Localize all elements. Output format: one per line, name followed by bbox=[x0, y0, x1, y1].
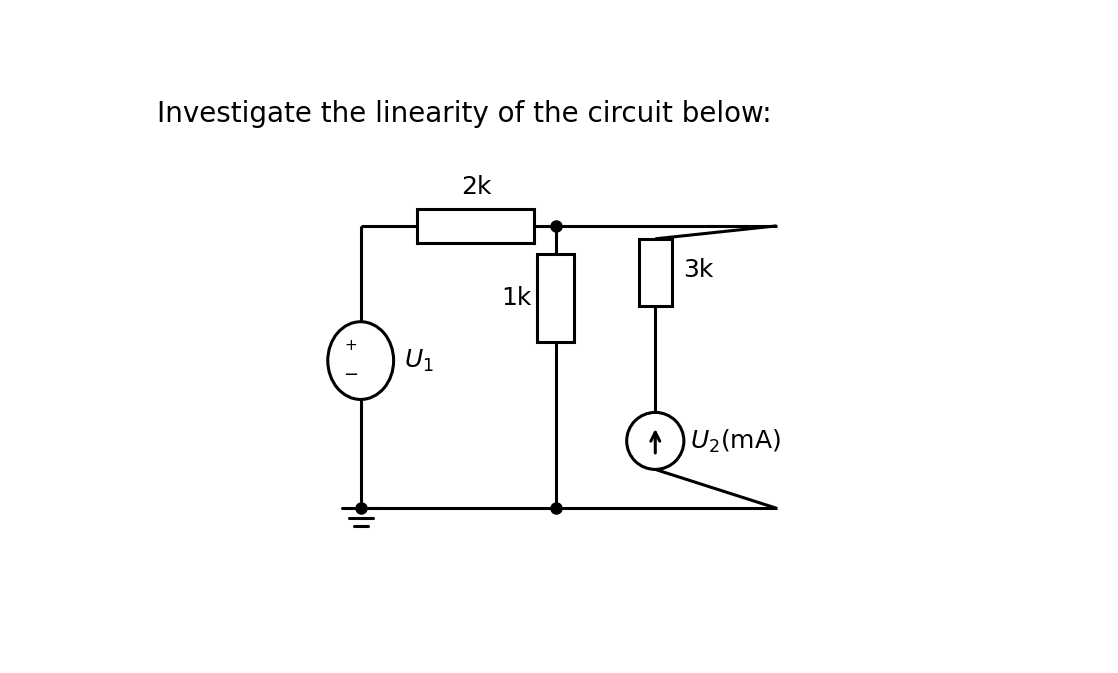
Text: 3k: 3k bbox=[683, 258, 713, 282]
Text: 2k: 2k bbox=[461, 175, 491, 199]
Ellipse shape bbox=[328, 322, 394, 400]
Text: $U_2(\mathrm{mA})$: $U_2(\mathrm{mA})$ bbox=[690, 427, 780, 454]
Text: 1k: 1k bbox=[502, 287, 532, 310]
Bar bbox=[638, 239, 672, 306]
Text: +: + bbox=[344, 339, 357, 353]
Text: $U_1$: $U_1$ bbox=[404, 347, 434, 374]
Text: −: − bbox=[343, 366, 359, 384]
Text: Investigate the linearity of the circuit below:: Investigate the linearity of the circuit… bbox=[157, 100, 771, 129]
Bar bbox=[538, 254, 574, 343]
Ellipse shape bbox=[627, 413, 684, 470]
Bar bbox=[417, 209, 534, 243]
